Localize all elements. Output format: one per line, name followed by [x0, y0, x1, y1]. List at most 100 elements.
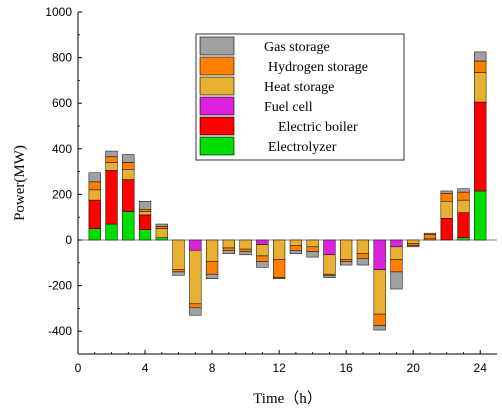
bar-electrolyzer-t1	[88, 228, 101, 241]
bar-heat-storage-t2	[105, 162, 118, 171]
bar-hydrogen-storage-t4	[138, 208, 152, 212]
y-tick-label-600: 600	[52, 96, 72, 110]
bar-hydrogen-storage-t7	[189, 303, 202, 308]
bar-gas-storage-t6	[172, 271, 185, 276]
bar-heat-storage-t14	[306, 239, 319, 248]
bar-hydrogen-storage-t1	[88, 181, 101, 191]
legend-swatch-heat-storage	[199, 76, 235, 96]
bar-gas-storage-t20	[407, 245, 420, 248]
bar-heat-storage-t19	[390, 246, 403, 260]
bar-electrolyzer-t5	[155, 237, 168, 241]
bar-gas-storage-t13	[289, 250, 302, 254]
bar-heat-storage-t22	[440, 200, 453, 219]
bar-electric-boiler-t4	[138, 214, 152, 230]
bar-hydrogen-storage-t10	[239, 248, 252, 252]
x-tick-label-0: 0	[75, 361, 82, 375]
bar-hydrogen-storage-t13	[289, 245, 302, 251]
bar-heat-storage-t12	[273, 239, 286, 260]
bar-gas-storage-t12	[273, 277, 286, 280]
bar-heat-storage-t9	[222, 239, 235, 249]
bar-gas-storage-t9	[222, 250, 235, 254]
bar-electrolyzer-t23	[457, 237, 470, 241]
x-tick-label-12: 12	[272, 361, 286, 375]
legend-swatch-gas-storage	[199, 36, 235, 56]
bar-gas-storage-t4	[138, 200, 152, 210]
bar-gas-storage-t19	[390, 271, 403, 290]
bar-hydrogen-storage-t16	[340, 259, 353, 262]
bar-electric-boiler-t22	[440, 218, 453, 241]
bar-heat-storage-t4	[138, 211, 152, 216]
legend-label-fuel-cell: Fuel cell	[264, 100, 313, 115]
y-tick-label-0: 0	[65, 233, 72, 247]
x-tick-label-20: 20	[407, 361, 421, 375]
bar-fuel-cell-t11	[256, 239, 269, 245]
y-tick-label--200: -200	[48, 279, 72, 293]
x-tick-label-8: 8	[209, 361, 216, 375]
bar-hydrogen-storage-t14	[306, 246, 319, 252]
bar-heat-storage-t3	[122, 169, 135, 180]
bar-hydrogen-storage-t2	[105, 156, 118, 163]
bar-heat-storage-t16	[340, 239, 353, 260]
bar-gas-storage-t23	[457, 188, 470, 193]
x-tick-label-4: 4	[142, 361, 149, 375]
y-tick-label-1000: 1000	[45, 5, 72, 19]
bar-heat-storage-t10	[239, 239, 252, 250]
legend-label-heat-storage: Heat storage	[264, 80, 334, 95]
bar-hydrogen-storage-t5	[155, 226, 168, 229]
bar-fuel-cell-t19	[390, 239, 403, 248]
bar-gas-storage-t22	[440, 190, 453, 194]
bar-heat-storage-t1	[88, 189, 101, 201]
legend-swatch-electrolyzer	[199, 136, 235, 156]
bar-fuel-cell-t18	[373, 239, 386, 270]
bar-heat-storage-t11	[256, 244, 269, 257]
bar-gas-storage-t3	[122, 154, 135, 163]
legend-label-electric-boiler: Electric boiler	[278, 120, 358, 135]
bar-gas-storage-t15	[323, 275, 336, 278]
bar-hydrogen-storage-t18	[373, 313, 386, 326]
legend-label-electrolyzer: Electrolyzer	[268, 140, 337, 155]
legend-swatch-fuel-cell	[199, 96, 235, 116]
y-tick-label--400: -400	[48, 324, 72, 338]
x-tick-label-16: 16	[339, 361, 353, 375]
bar-electric-boiler-t23	[457, 212, 470, 238]
bar-hydrogen-storage-t24	[474, 60, 487, 73]
bar-heat-storage-t7	[189, 250, 202, 305]
bar-hydrogen-storage-t12	[273, 259, 286, 278]
legend-swatch-electric-boiler	[199, 116, 235, 136]
bar-electric-boiler-t2	[105, 170, 118, 225]
legend-swatch-hydrogen-storage	[199, 56, 235, 76]
bar-electric-boiler-t3	[122, 179, 135, 212]
y-axis-title: Power(MW)	[12, 145, 28, 221]
bar-gas-storage-t14	[306, 251, 319, 258]
bar-fuel-cell-t15	[323, 239, 336, 256]
y-tick-label-200: 200	[52, 187, 72, 201]
bar-gas-storage-t21	[423, 232, 437, 235]
bar-hydrogen-storage-t23	[457, 191, 470, 201]
legend-label-gas-storage: Gas storage	[264, 40, 330, 55]
y-tick-label-400: 400	[52, 142, 72, 156]
bar-gas-storage-t17	[356, 257, 370, 266]
bar-heat-storage-t15	[323, 254, 336, 275]
bar-electric-boiler-t24	[474, 101, 487, 192]
bar-electric-boiler-t1	[88, 199, 101, 229]
bar-gas-storage-t8	[205, 273, 219, 280]
x-axis-title: Time（h）	[253, 390, 322, 407]
bar-electrolyzer-t24	[474, 190, 487, 241]
bar-hydrogen-storage-t3	[122, 162, 135, 170]
bar-gas-storage-t16	[340, 261, 353, 266]
bar-hydrogen-storage-t22	[440, 193, 453, 202]
bar-electrolyzer-t3	[122, 211, 135, 241]
y-tick-label-800: 800	[52, 51, 72, 65]
bar-gas-storage-t7	[189, 307, 202, 316]
bar-heat-storage-t13	[289, 239, 302, 246]
bar-hydrogen-storage-t11	[256, 255, 269, 262]
bar-heat-storage-t23	[457, 199, 470, 213]
bar-hydrogen-storage-t8	[205, 261, 219, 275]
bar-hydrogen-storage-t20	[407, 243, 420, 246]
bar-gas-storage-t10	[239, 251, 252, 256]
bar-hydrogen-storage-t17	[356, 253, 370, 259]
bar-gas-storage-t5	[155, 223, 168, 227]
bar-electrolyzer-t4	[138, 229, 152, 241]
